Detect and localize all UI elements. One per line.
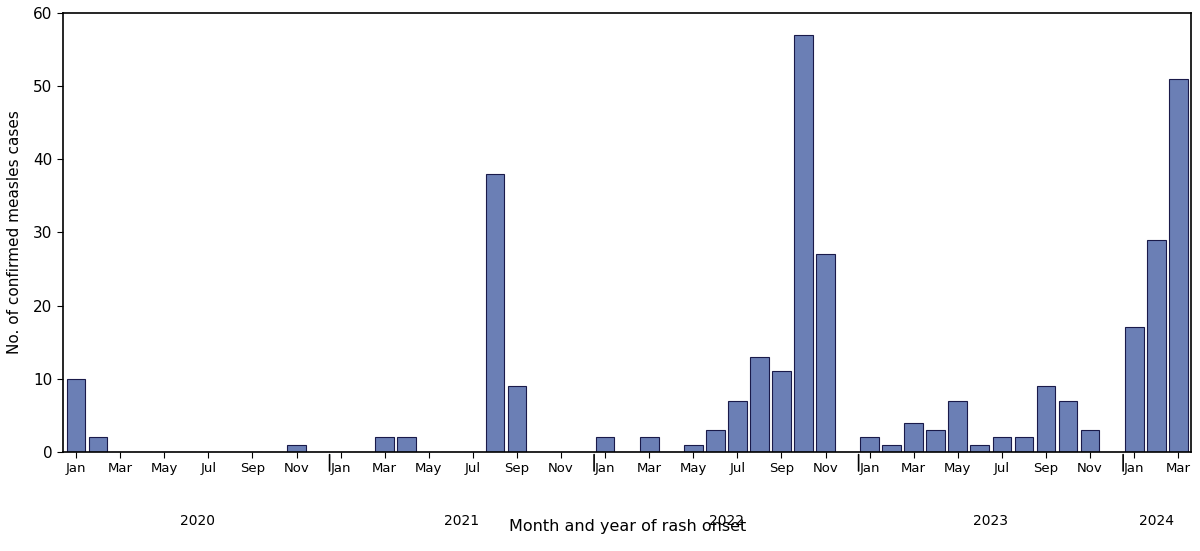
Bar bbox=[1081, 430, 1099, 452]
Bar bbox=[376, 437, 394, 452]
Text: 2020: 2020 bbox=[180, 514, 215, 528]
Bar bbox=[1169, 79, 1188, 452]
X-axis label: Month and year of rash onset: Month and year of rash onset bbox=[509, 519, 745, 534]
Text: 2022: 2022 bbox=[709, 514, 744, 528]
Bar bbox=[684, 445, 703, 452]
Bar bbox=[750, 356, 769, 452]
Bar bbox=[595, 437, 614, 452]
Bar bbox=[816, 255, 835, 452]
Text: 2024: 2024 bbox=[1139, 514, 1174, 528]
Bar bbox=[1037, 386, 1055, 452]
Bar bbox=[508, 386, 527, 452]
Bar bbox=[89, 437, 108, 452]
Bar bbox=[706, 430, 725, 452]
Bar bbox=[905, 423, 923, 452]
Bar bbox=[640, 437, 659, 452]
Bar bbox=[794, 35, 812, 452]
Bar bbox=[67, 379, 85, 452]
Bar bbox=[728, 401, 746, 452]
Bar bbox=[1147, 240, 1165, 452]
Text: 2021: 2021 bbox=[444, 514, 479, 528]
Bar bbox=[1058, 401, 1078, 452]
Bar bbox=[971, 445, 989, 452]
Bar bbox=[772, 371, 791, 452]
Bar bbox=[397, 437, 416, 452]
Bar bbox=[882, 445, 901, 452]
Bar bbox=[926, 430, 946, 452]
Text: 2023: 2023 bbox=[973, 514, 1008, 528]
Bar bbox=[1014, 437, 1033, 452]
Y-axis label: No. of confirmed measles cases: No. of confirmed measles cases bbox=[7, 110, 22, 354]
Bar bbox=[1124, 327, 1144, 452]
Bar bbox=[948, 401, 967, 452]
Bar bbox=[486, 174, 504, 452]
Bar bbox=[992, 437, 1012, 452]
Bar bbox=[860, 437, 878, 452]
Bar bbox=[287, 445, 306, 452]
